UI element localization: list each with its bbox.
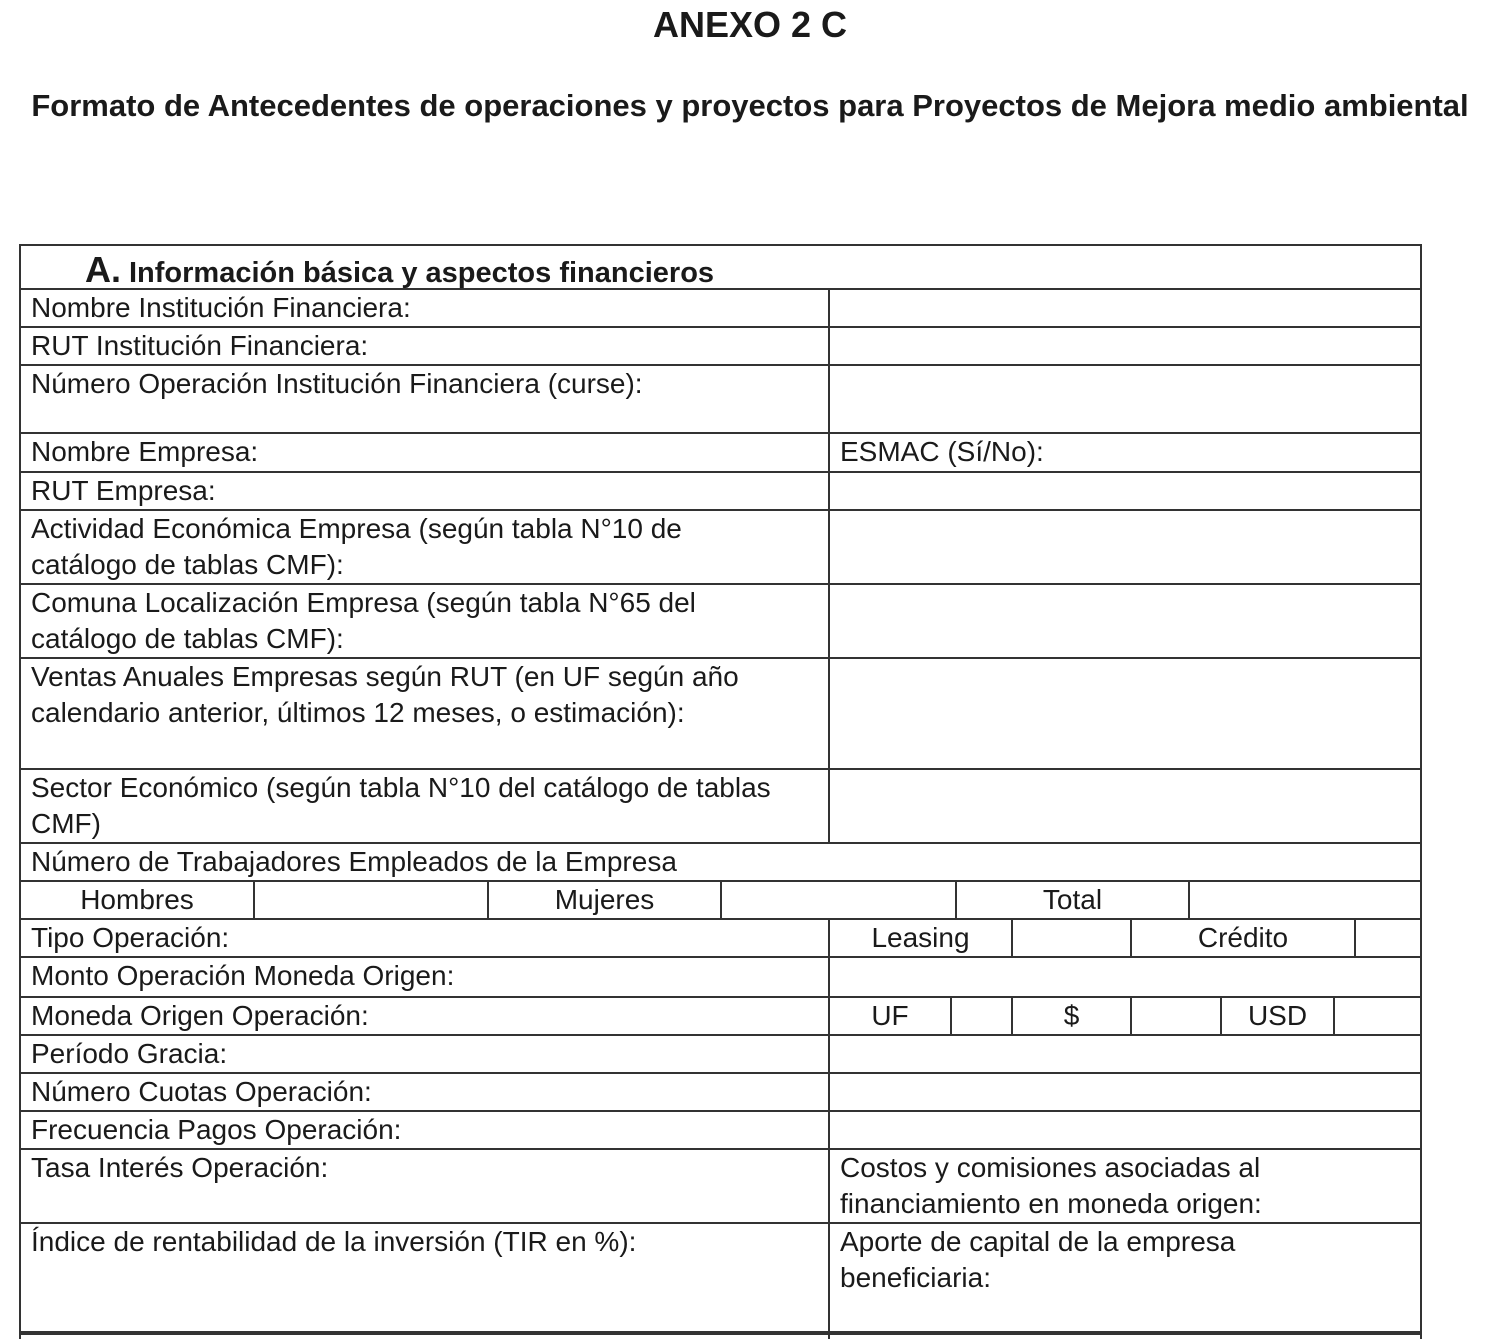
field-rut-empresa[interactable] (828, 471, 1422, 511)
label-nombre-if: Nombre Institución Financiera: (19, 288, 830, 328)
label-monto: Monto Operación Moneda Origen: (19, 956, 830, 998)
label-actividad: Actividad Económica Empresa (según tabla… (19, 509, 830, 585)
label-tasa-interes[interactable]: Tasa Interés Operación: (19, 1148, 830, 1224)
label-leasing: Leasing (828, 918, 1013, 958)
label-frecuencia-pagos: Frecuencia Pagos Operación: (19, 1110, 830, 1150)
label-nombre-empresa: Nombre Empresa: (19, 432, 830, 473)
label-ventas: Ventas Anuales Empresas según RUT (en UF… (19, 657, 830, 770)
label-usd: USD (1220, 996, 1335, 1036)
label-rut-if: RUT Institución Financiera: (19, 326, 830, 366)
label-numero-cuotas: Número Cuotas Operación: (19, 1072, 830, 1112)
label-hombres: Hombres (19, 880, 255, 920)
annex-title: ANEXO 2 C (652, 4, 848, 45)
label-indice-rentabilidad[interactable]: Índice de rentabilidad de la inversión (… (19, 1222, 830, 1335)
checkbox-leasing[interactable] (1011, 918, 1132, 958)
field-esmac[interactable]: ESMAC (Sí/No): (828, 432, 1422, 473)
label-aporte-capital[interactable]: Aporte de capital de la empresa benefici… (828, 1222, 1422, 1335)
next-row-right (828, 1331, 1422, 1339)
section-title: Información básica y aspectos financiero… (129, 257, 715, 289)
field-comuna[interactable] (828, 583, 1422, 659)
field-periodo-gracia[interactable] (828, 1034, 1422, 1074)
field-mujeres[interactable] (720, 880, 957, 920)
next-row-left (19, 1331, 830, 1339)
form-subtitle: Formato de Antecedentes de operaciones y… (31, 88, 1469, 123)
label-sector: Sector Económico (según tabla N°10 del c… (19, 768, 830, 844)
checkbox-uf[interactable] (950, 996, 1013, 1036)
section-letter: A. (85, 249, 121, 290)
field-sector[interactable] (828, 768, 1422, 844)
section-a-header: A. Información básica y aspectos financie… (19, 244, 1422, 290)
field-numero-operacion[interactable] (828, 364, 1422, 434)
field-monto[interactable] (828, 956, 1422, 998)
field-ventas[interactable] (828, 657, 1422, 770)
field-nombre-if[interactable] (828, 288, 1422, 328)
field-total[interactable] (1188, 880, 1422, 920)
label-mujeres: Mujeres (487, 880, 722, 920)
label-comuna: Comuna Localización Empresa (según tabla… (19, 583, 830, 659)
label-moneda: Moneda Origen Operación: (19, 996, 830, 1036)
label-peso: $ (1011, 996, 1132, 1036)
field-frecuencia-pagos[interactable] (828, 1110, 1422, 1150)
label-rut-empresa: RUT Empresa: (19, 471, 830, 511)
label-costos-comisiones[interactable]: Costos y comisiones asociadas al financi… (828, 1148, 1422, 1224)
field-numero-cuotas[interactable] (828, 1072, 1422, 1112)
label-uf: UF (828, 996, 952, 1036)
label-periodo-gracia: Período Gracia: (19, 1034, 830, 1074)
label-total: Total (955, 880, 1190, 920)
label-trabajadores: Número de Trabajadores Empleados de la E… (19, 842, 1422, 882)
checkbox-peso[interactable] (1130, 996, 1222, 1036)
field-rut-if[interactable] (828, 326, 1422, 366)
label-credito: Crédito (1130, 918, 1356, 958)
checkbox-credito[interactable] (1354, 918, 1422, 958)
checkbox-usd[interactable] (1333, 996, 1422, 1036)
field-actividad[interactable] (828, 509, 1422, 585)
field-hombres[interactable] (253, 880, 489, 920)
label-tipo-operacion: Tipo Operación: (19, 918, 830, 958)
label-numero-operacion: Número Operación Institución Financiera … (19, 364, 830, 434)
